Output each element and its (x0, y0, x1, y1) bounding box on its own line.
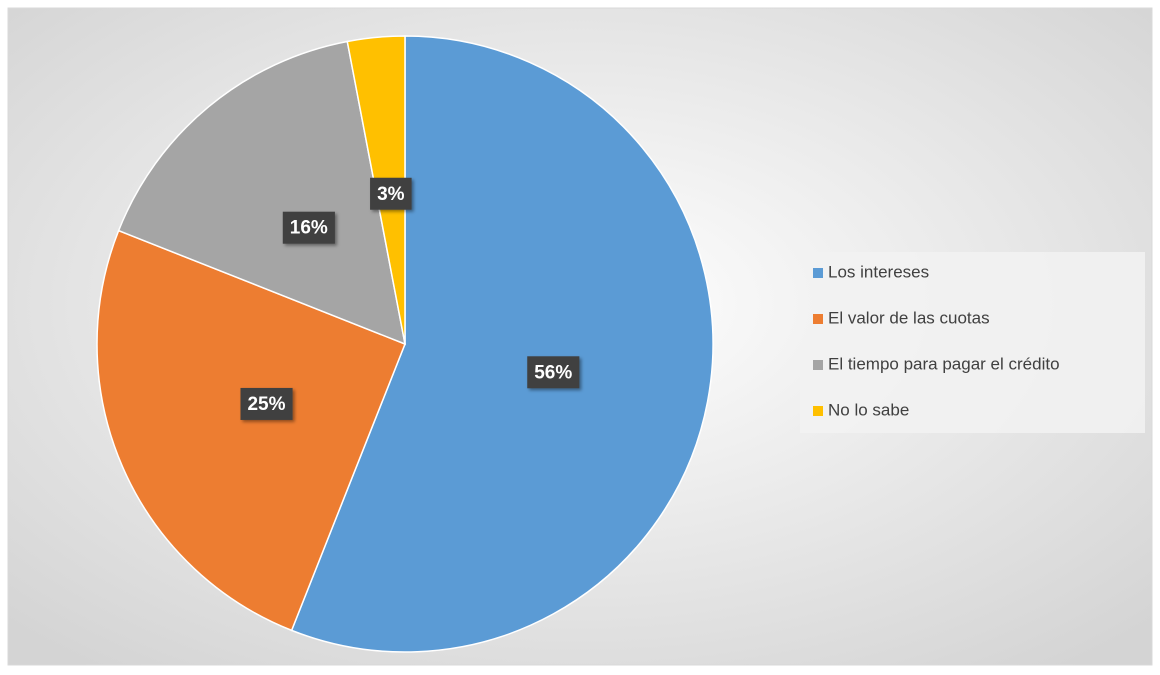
data-label: 16% (290, 218, 328, 239)
pie-slice (96, 229, 406, 632)
data-label: 25% (247, 394, 285, 415)
legend-box (800, 252, 1145, 433)
data-label-box (282, 211, 335, 244)
data-label: 3% (377, 184, 405, 205)
legend-swatch (813, 406, 823, 416)
data-label-box (527, 356, 580, 389)
legend-swatch (813, 268, 823, 278)
legend-label: No lo sabe (828, 400, 909, 419)
legend-label: El tiempo para pagar el crédito (828, 354, 1060, 373)
legend-swatch (813, 314, 823, 324)
legend-swatch (813, 360, 823, 370)
data-label-box (370, 177, 412, 210)
pie-slice (290, 35, 714, 653)
legend-label: El valor de las cuotas (828, 308, 990, 327)
legend-label: Los intereses (828, 262, 929, 281)
data-label-box (240, 387, 293, 420)
pie-slice (117, 40, 406, 346)
data-label: 56% (534, 362, 572, 383)
